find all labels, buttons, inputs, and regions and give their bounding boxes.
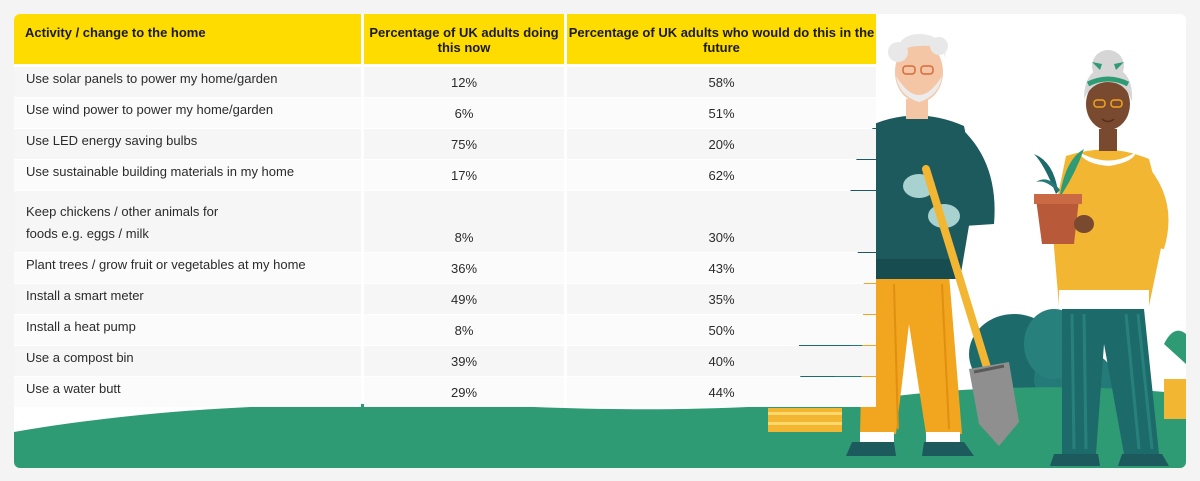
activity-cell: Use a water butt [14,377,361,407]
now-cell: 39% [364,346,564,376]
now-cell: 8% [364,315,564,345]
activity-cell: Install a smart meter [14,284,361,314]
now-cell: 8% [364,191,564,252]
future-cell: 58% [567,67,876,97]
table-row: Plant trees / grow fruit or vegetables a… [14,253,876,283]
activity-cell: Install a heat pump [14,315,361,345]
now-cell: 6% [364,98,564,128]
table-row: Use LED energy saving bulbs 75% 20% [14,129,876,159]
table-row: Install a heat pump 8% 50% [14,315,876,345]
future-cell: 51% [567,98,876,128]
activity-cell: Use solar panels to power my home/garden [14,67,361,97]
activity-cell: Use sustainable building materials in my… [14,160,361,190]
future-cell: 40% [567,346,876,376]
table-row: Keep chickens / other animals for foods … [14,191,876,252]
table-header: Activity / change to the home Percentage… [14,14,876,64]
header-future: Percentage of UK adults who would do thi… [567,14,876,64]
now-cell: 29% [364,377,564,407]
activity-cell: Plant trees / grow fruit or vegetables a… [14,253,361,283]
activity-cell: Keep chickens / other animals for foods … [14,191,361,252]
future-cell: 62% [567,160,876,190]
future-cell: 44% [567,377,876,407]
header-doing-now: Percentage of UK adults doing this now [364,14,564,64]
table-body: Use solar panels to power my home/garden… [14,67,876,407]
now-cell: 49% [364,284,564,314]
future-cell: 50% [567,315,876,345]
table-row: Use sustainable building materials in my… [14,160,876,190]
activity-cell: Use wind power to power my home/garden [14,98,361,128]
survey-table: Activity / change to the home Percentage… [14,14,876,408]
elderly-woman [1034,50,1169,466]
table-row: Use a water butt 29% 44% [14,377,876,407]
table-row: Use wind power to power my home/garden 6… [14,98,876,128]
future-cell: 30% [567,191,876,252]
future-cell: 20% [567,129,876,159]
future-cell: 35% [567,284,876,314]
table-row: Use solar panels to power my home/garden… [14,67,876,97]
table-row: Install a smart meter 49% 35% [14,284,876,314]
future-cell: 43% [567,253,876,283]
elderly-man [846,34,1019,456]
now-cell: 75% [364,129,564,159]
table-row: Use a compost bin 39% 40% [14,346,876,376]
garden-illustration [14,34,1186,468]
now-cell: 12% [364,67,564,97]
activity-cell: Use a compost bin [14,346,361,376]
activity-cell: Use LED energy saving bulbs [14,129,361,159]
now-cell: 17% [364,160,564,190]
header-activity: Activity / change to the home [14,14,361,64]
now-cell: 36% [364,253,564,283]
infographic-frame: Activity / change to the home Percentage… [14,14,1186,468]
